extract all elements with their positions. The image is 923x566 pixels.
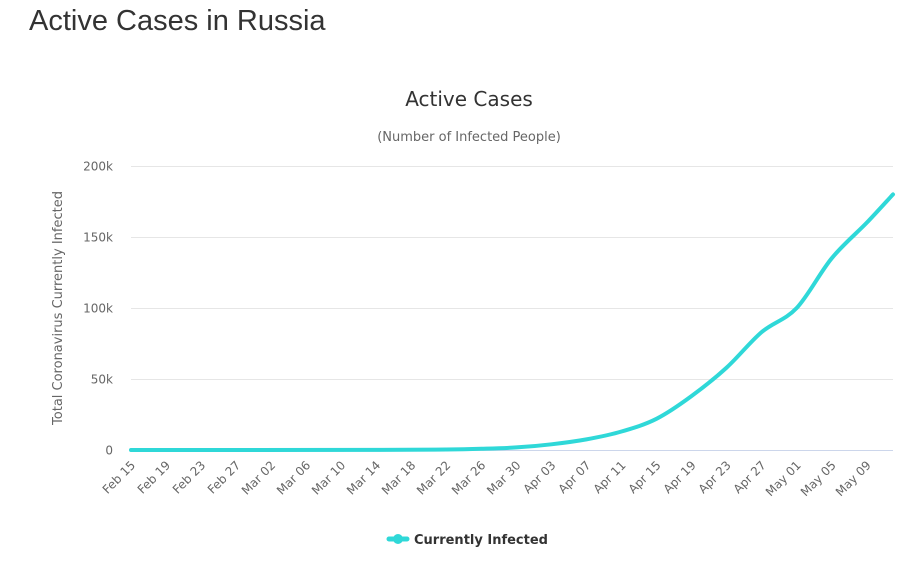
series-layer <box>129 192 895 452</box>
x-tick-label: Mar 02 <box>239 458 278 497</box>
x-tick-label: Apr 15 <box>626 458 664 496</box>
x-tick-label: Feb 15 <box>100 458 138 496</box>
x-tick-label: May 05 <box>798 458 839 499</box>
x-tick-label: Apr 03 <box>520 458 558 496</box>
x-tick-label: Mar 10 <box>309 458 348 497</box>
x-tick-label: Mar 06 <box>274 458 313 497</box>
x-tick-label: Feb 27 <box>205 458 243 496</box>
x-tick-label: Mar 14 <box>344 458 383 497</box>
x-tick-label: Apr 07 <box>555 458 593 496</box>
y-axis-ticks: 0 50k 100k 150k 200k <box>83 160 113 458</box>
legend[interactable]: Currently Infected <box>386 533 548 548</box>
y-tick-label: 200k <box>83 160 113 174</box>
legend-label: Currently Infected <box>414 533 548 548</box>
y-tick-label: 150k <box>83 231 113 245</box>
x-tick-label: Apr 11 <box>591 458 629 496</box>
x-tick-label: Mar 26 <box>449 458 488 497</box>
x-tick-label: Mar 22 <box>414 458 453 497</box>
x-tick-label: Mar 18 <box>379 458 418 497</box>
y-tick-label: 0 <box>105 444 113 458</box>
series-line-currently-infected[interactable] <box>129 192 895 452</box>
gridlines <box>131 166 893 380</box>
chart-title: Active Cases <box>405 87 533 111</box>
y-axis-title: Total Coronavirus Currently Infected <box>51 191 66 426</box>
x-tick-label: Apr 23 <box>696 458 734 496</box>
chart-subtitle: (Number of Infected People) <box>377 130 561 145</box>
x-tick-label: May 09 <box>833 458 874 499</box>
x-tick-label: Apr 19 <box>661 458 699 496</box>
legend-symbol-dot <box>393 534 403 544</box>
y-tick-label: 50k <box>91 373 113 387</box>
x-tick-label: May 01 <box>763 458 804 499</box>
page-heading: Active Cases in Russia <box>29 5 326 37</box>
x-tick-label: Feb 23 <box>170 458 208 496</box>
y-tick-label: 100k <box>83 302 113 316</box>
x-tick-label: Feb 19 <box>135 458 173 496</box>
x-tick-label: Mar 30 <box>484 458 523 497</box>
